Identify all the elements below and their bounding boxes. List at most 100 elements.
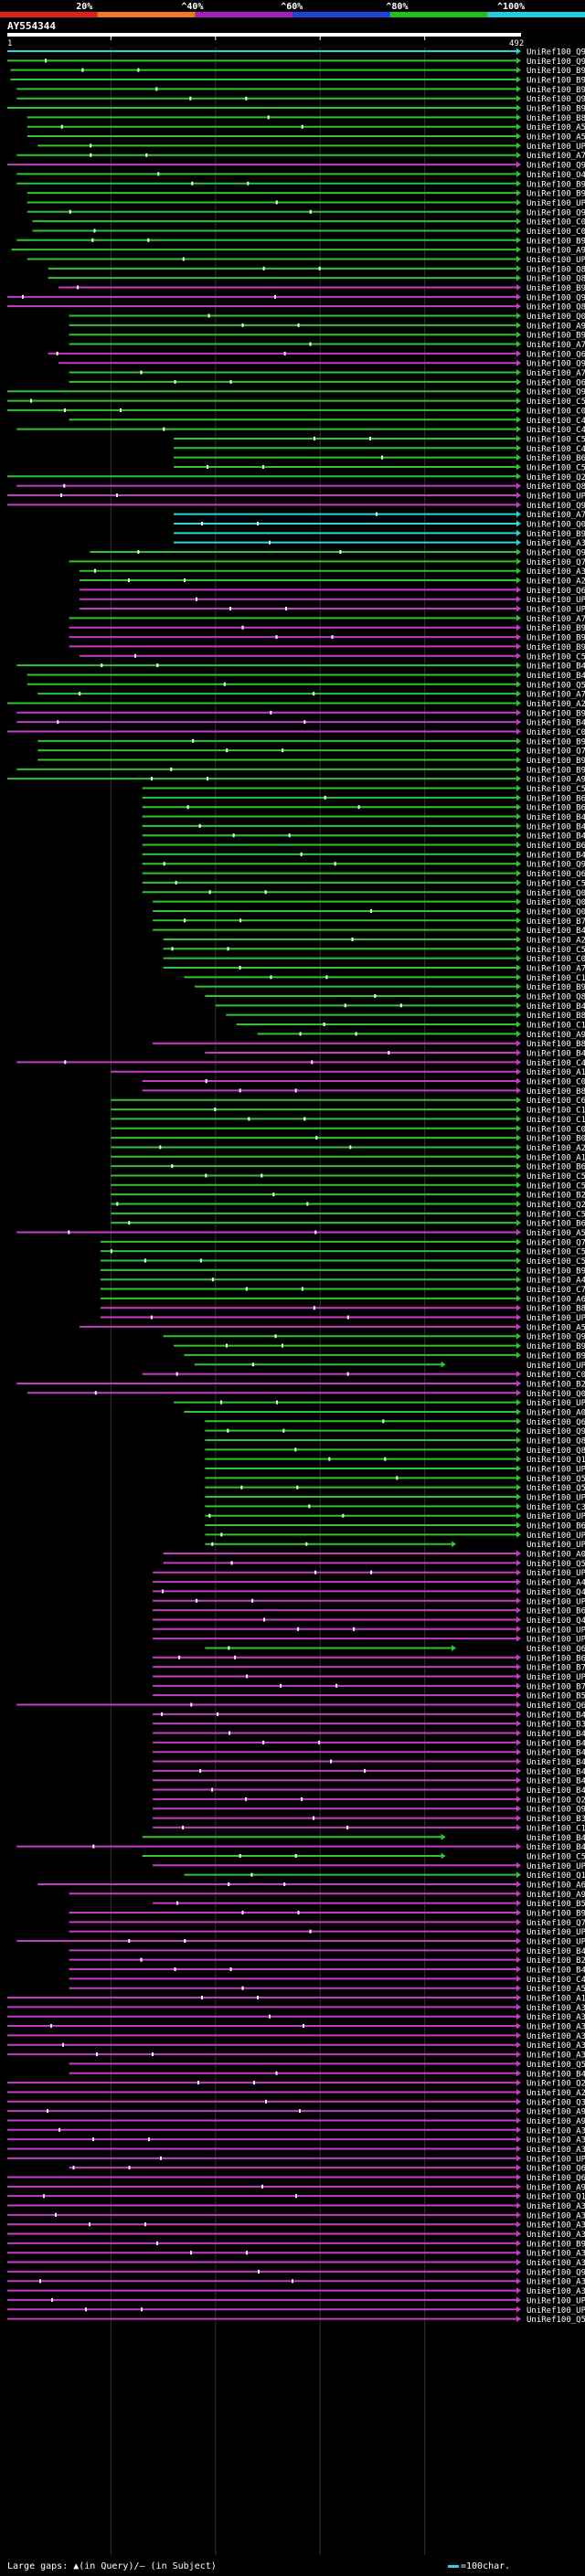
gap-marker [330, 1759, 333, 1764]
hit-row: UniRef100_B4L3N7 [153, 1730, 585, 1739]
hit-row: UniRef100_A2YLY2 [79, 577, 585, 587]
hit-row: UniRef100_B4FEX6 [142, 822, 585, 832]
hit-label: UniRef100_A2Q0T5 [526, 700, 585, 709]
hit-row: UniRef100_B9HNA3 [69, 642, 585, 652]
hit-arrow [516, 1049, 521, 1056]
gap-marker [205, 1173, 207, 1178]
gap-marker [264, 890, 267, 895]
hit-arrow [516, 699, 521, 706]
hit-arrow [516, 426, 521, 433]
hit-arrow [516, 1332, 521, 1340]
gap-marker [250, 1872, 253, 1877]
gap-marker [230, 1561, 233, 1565]
gap-marker [267, 115, 270, 120]
hit-arrow [516, 198, 521, 206]
hit-arrow [516, 1247, 521, 1255]
hit-arrow [516, 2192, 521, 2200]
hit-label: UniRef100_UP1000... [526, 1541, 585, 1550]
hit-row: UniRef100_C0Z2Q4 [7, 407, 585, 416]
hit-arrow [516, 2316, 521, 2323]
hit-label: UniRef100_A9QJR4 [526, 1891, 585, 1900]
hit-row: UniRef100_B4FE43 [205, 1049, 585, 1059]
gap-marker [94, 1391, 97, 1395]
hit-row: UniRef100_A4QQ64 [100, 1276, 585, 1286]
hit-arrow [516, 1446, 521, 1453]
hit-row: UniRef100_C1H800 [111, 1106, 585, 1116]
gap-marker [288, 833, 291, 838]
hit-arrow [516, 964, 521, 971]
hit-row: UniRef100_B9MNV7 [16, 180, 585, 189]
hit-label: UniRef100_B4I395 [526, 1786, 585, 1796]
hit-arrow [516, 398, 521, 405]
gap-marker [182, 257, 185, 261]
hit-arrow [516, 454, 521, 461]
hit-row: UniRef100_UP1000... [153, 1672, 585, 1682]
gap-marker [77, 285, 80, 290]
gap-marker [247, 181, 250, 186]
hit-arrow [516, 1956, 521, 1964]
hit-label: UniRef100_A3F299 [526, 2136, 585, 2146]
hit-row: UniRef100_B5X3Y5 [153, 1900, 585, 1909]
hit-label: UniRef100_A5B674 [526, 1323, 585, 1332]
hit-row: UniRef100_A5BFW5 [16, 1229, 585, 1238]
hit-arrow [516, 842, 521, 849]
hit-arrow [516, 1578, 521, 1585]
hit-label: UniRef100_A9SLF9 [526, 1031, 585, 1040]
gap-marker [93, 568, 96, 573]
hit-label: UniRef100_A9F8L3 [526, 2183, 585, 2192]
hit-arrow [516, 1267, 521, 1274]
hit-row: UniRef100_A9NWA0 [7, 775, 585, 785]
hit-arrow [516, 1559, 521, 1566]
gap-marker [147, 238, 150, 242]
hit-row: UniRef100_A9TFM5 [69, 322, 585, 331]
gap-marker [174, 1967, 176, 1972]
hit-label: UniRef100_Q9FIQ0 [526, 502, 585, 511]
hit-label: UniRef100_A3F2B6 [526, 2041, 585, 2051]
gap-marker [335, 1683, 338, 1688]
hit-label: UniRef100_B2WD24 [526, 1192, 585, 1201]
gap-marker [323, 1023, 325, 1027]
hit-label: UniRef100_A7R0L9 [526, 341, 585, 350]
hit-label: UniRef100_B9R7H3 [526, 709, 585, 718]
hit-label: UniRef100_UP1000... [526, 2296, 585, 2306]
hit-label: UniRef100_B9FUN4 [526, 1342, 585, 1352]
gap-marker [300, 852, 303, 856]
gap-marker [292, 2279, 293, 2284]
gap-marker [140, 1957, 143, 1962]
gap-marker [256, 522, 259, 525]
hit-arrow [516, 1550, 521, 1557]
hit-row: UniRef100_Q9VQA2 [153, 1805, 585, 1815]
hit-row: UniRef100_UP1000... [79, 596, 585, 605]
hit-row: UniRef100_B2W558 [16, 1380, 585, 1389]
hit-label: UniRef100_C5GE84 [526, 1182, 585, 1191]
hit-label: UniRef100_Q8NK07 [526, 1447, 585, 1456]
hit-label: UniRef100_B4MZL2 [526, 1767, 585, 1776]
hit-row: UniRef100_Q0JCT9 [142, 888, 585, 898]
hit-row: UniRef100_A3F2A8 [7, 2031, 585, 2041]
hit-row: UniRef100_Q8LF19 [7, 302, 585, 313]
hit-row: UniRef100_B9I7U9 [10, 67, 585, 76]
hit-arrow [516, 2211, 521, 2219]
hit-label: UniRef100_C5YGB5 [526, 652, 585, 662]
gap-marker [120, 408, 122, 412]
hit-row: UniRef100_C5PHS6 [100, 1257, 585, 1267]
gap-marker [176, 1901, 179, 1905]
hit-label: UniRef100_A9NWA0 [526, 776, 585, 785]
hit-row: UniRef100_A3F2A0 [7, 2003, 585, 2013]
hit-arrow [516, 1796, 521, 1803]
hit-label: UniRef100_A7J083 [526, 511, 585, 520]
hit-arrow [516, 246, 521, 253]
gap-marker [39, 2279, 41, 2284]
gap-marker [282, 1428, 285, 1433]
hit-label: UniRef100_UP1000... [526, 199, 585, 208]
hit-arrow [516, 463, 521, 471]
hit-label: UniRef100_Q5SXB0 [526, 681, 585, 690]
hit-label: UniRef100_A7NTR1 [526, 615, 585, 624]
hit-label: UniRef100_C0PT30 [526, 218, 585, 228]
hit-label: UniRef100_B4Q8S7 [526, 1739, 585, 1748]
gap-marker [208, 1513, 211, 1518]
hit-arrow [516, 1323, 521, 1330]
gap-marker [399, 1003, 402, 1008]
hit-label: UniRef100_UP1000... [526, 2155, 585, 2164]
hit-label: UniRef100_B2W558 [526, 1380, 585, 1389]
